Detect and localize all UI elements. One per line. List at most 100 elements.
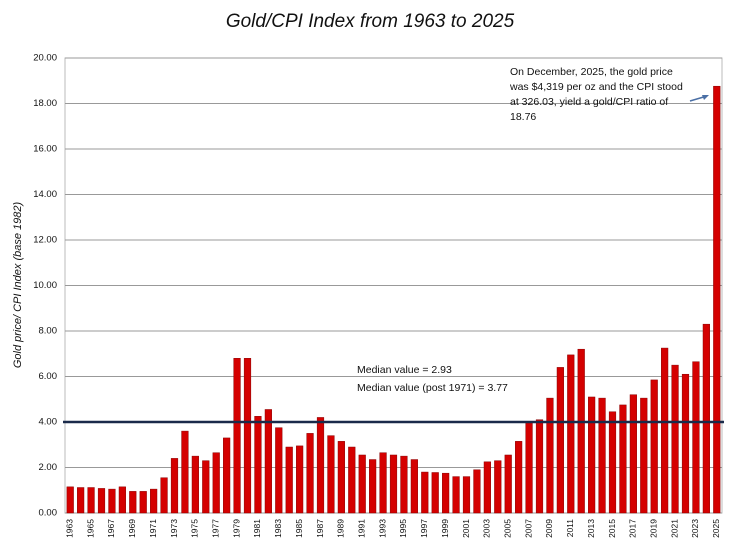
x-tick-label: 1967 — [106, 519, 116, 538]
annotation-arrowhead — [702, 95, 709, 100]
bar — [483, 461, 491, 514]
bar — [546, 397, 554, 514]
y-tick-label: 4.00 — [39, 417, 58, 428]
bar — [170, 458, 179, 514]
bar — [525, 421, 533, 514]
y-tick-label: 6.00 — [39, 371, 58, 382]
bar — [150, 488, 158, 514]
y-tick-label: 20.00 — [33, 53, 57, 64]
bar — [66, 486, 74, 514]
x-tick-label: 2007 — [523, 519, 533, 538]
annotation-text: was $4,319 per oz and the CPI stood — [509, 81, 683, 93]
bar — [421, 471, 429, 514]
bar — [535, 419, 544, 514]
x-tick-label: 2017 — [628, 519, 638, 538]
bar — [369, 459, 377, 514]
annotation-text: 18.76 — [510, 111, 536, 123]
bar — [442, 472, 450, 514]
y-axis-label: Gold price/ CPI Index (base 1982) — [12, 202, 24, 369]
bar — [588, 396, 596, 514]
bar — [97, 488, 106, 514]
x-tick-label: 2011 — [565, 519, 575, 538]
bar — [254, 416, 262, 514]
median-note: Median value = 2.93 — [357, 364, 452, 376]
x-tick-label: 1971 — [148, 519, 158, 538]
annotation-text: On December, 2025, the gold price — [510, 66, 673, 78]
x-tick-label: 1969 — [127, 519, 137, 538]
annotation-text: at 326.03, yield a gold/CPI ratio of — [510, 96, 668, 108]
y-tick-label: 18.00 — [33, 98, 57, 109]
x-tick-label: 2009 — [544, 519, 554, 538]
chart-title: Gold/CPI Index from 1963 to 2025 — [226, 11, 515, 32]
bar — [202, 460, 210, 514]
bar — [577, 348, 585, 514]
x-tick-label: 1997 — [419, 519, 429, 538]
x-tick-label: 1973 — [169, 519, 179, 538]
bar — [118, 486, 126, 514]
bar — [129, 491, 137, 514]
x-tick-label: 1991 — [356, 519, 366, 538]
bar — [671, 364, 679, 514]
bar — [567, 354, 575, 514]
x-tick-label: 2015 — [607, 519, 617, 538]
bar — [160, 477, 168, 514]
x-tick-label: 2013 — [586, 519, 596, 538]
bar — [452, 476, 460, 514]
bar — [702, 323, 710, 514]
bar — [285, 446, 293, 514]
x-tick-label: 2001 — [461, 519, 471, 538]
bar — [629, 394, 637, 514]
bar — [264, 409, 272, 514]
x-tick-label: 2003 — [482, 519, 492, 538]
bar — [223, 437, 231, 514]
x-tick-label: 1987 — [315, 519, 325, 538]
x-tick-label: 2023 — [690, 519, 700, 538]
bar — [462, 476, 471, 514]
x-tick-label: 1965 — [85, 519, 95, 538]
bar — [212, 452, 220, 514]
x-tick-label: 1995 — [398, 519, 408, 538]
y-tick-label: 8.00 — [39, 326, 58, 337]
x-tick-label: 2025 — [711, 519, 721, 538]
x-tick-label: 1979 — [231, 519, 241, 538]
bar — [619, 404, 627, 514]
x-tick-label: 1977 — [210, 519, 220, 538]
bar — [400, 455, 408, 514]
bar — [713, 85, 721, 514]
bar — [640, 397, 648, 514]
y-tick-label: 10.00 — [33, 280, 57, 291]
bar — [598, 397, 606, 514]
bar — [348, 446, 356, 514]
bar — [379, 452, 387, 514]
x-tick-label: 1975 — [190, 519, 200, 538]
y-tick-label: 12.00 — [33, 235, 57, 246]
x-tick-label: 2021 — [669, 519, 679, 538]
bar — [306, 433, 314, 514]
x-tick-label: 1983 — [273, 519, 283, 538]
bar — [243, 358, 252, 514]
bar — [337, 441, 345, 514]
bar — [181, 430, 189, 514]
bar — [515, 441, 523, 514]
y-tick-label: 0.00 — [39, 508, 58, 519]
bar — [556, 367, 564, 514]
bar — [87, 487, 95, 514]
bar — [389, 454, 398, 514]
x-tick-label: 1963 — [64, 519, 74, 538]
bar — [316, 417, 325, 514]
bar — [108, 488, 116, 514]
bar — [431, 472, 439, 514]
bar — [358, 454, 366, 514]
bar — [139, 491, 147, 514]
bar — [275, 427, 283, 514]
y-tick-label: 2.00 — [39, 462, 58, 473]
bar — [681, 373, 690, 514]
x-tick-label: 2005 — [502, 519, 512, 538]
median-note: Median value (post 1971) = 3.77 — [357, 382, 508, 394]
bar — [473, 469, 481, 514]
bar — [296, 445, 304, 514]
x-tick-label: 2019 — [648, 519, 658, 538]
x-tick-label: 1985 — [294, 519, 304, 538]
bar — [327, 435, 335, 514]
